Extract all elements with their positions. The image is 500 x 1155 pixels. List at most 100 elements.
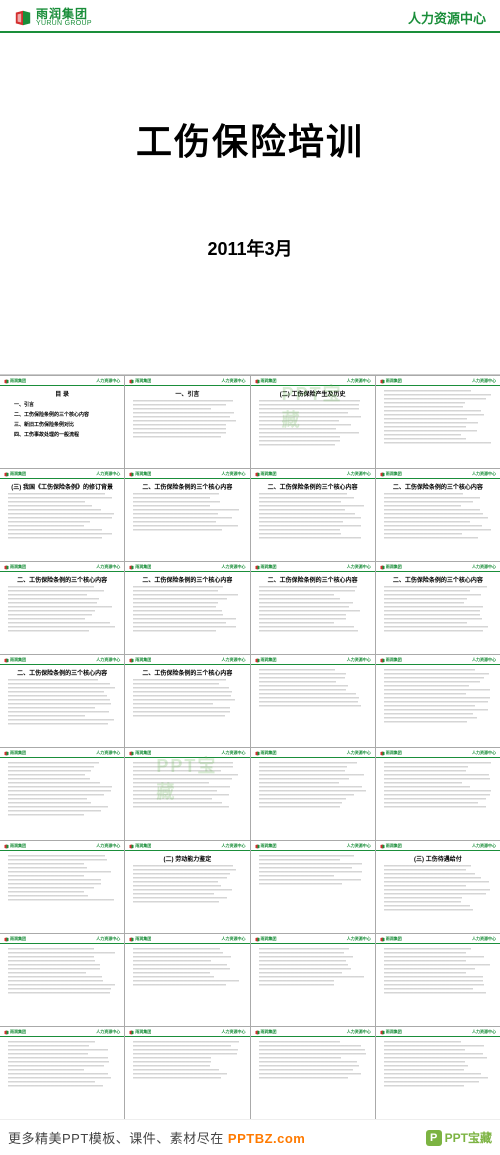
thumb-text-lines <box>382 390 494 445</box>
thumbnail[interactable]: 雨润集团人力资源中心 <box>251 1027 375 1119</box>
thumb-logo: 雨润集团 <box>4 564 26 570</box>
thumb-logo: 雨润集团 <box>129 378 151 384</box>
thumb-hr: 人力资源中心 <box>472 1029 496 1035</box>
thumb-logo-icon <box>4 1030 9 1035</box>
footer-url[interactable]: PPTBZ.com <box>228 1131 305 1146</box>
thumbnail[interactable]: 雨润集团人力资源中心 <box>125 1027 249 1119</box>
thumbnail[interactable]: 雨润集团人力资源中心二、工伤保险条例的三个核心内容 <box>0 655 124 747</box>
thumbnail[interactable]: 雨润集团人力资源中心 <box>0 841 124 933</box>
thumbnail[interactable]: 雨润集团人力资源中心(二) 劳动能力鉴定 <box>125 841 249 933</box>
thumb-header: 雨润集团人力资源中心 <box>125 469 249 479</box>
thumb-logo-icon <box>255 937 260 942</box>
thumb-hr: 人力资源中心 <box>96 657 120 663</box>
thumb-logo-icon <box>129 751 134 756</box>
thumb-title: 二、工伤保险条例的三个核心内容 <box>382 575 494 584</box>
footer-brand[interactable]: P PPT宝藏 <box>426 1129 492 1146</box>
thumb-title: 一、引言 <box>131 389 243 398</box>
thumb-header: 雨润集团人力资源中心 <box>125 1027 249 1037</box>
thumb-logo: 雨润集团 <box>4 843 26 849</box>
thumb-logo-icon <box>4 937 9 942</box>
thumb-logo: 雨润集团 <box>255 564 277 570</box>
thumbnail[interactable]: 雨润集团人力资源中心 <box>0 748 124 840</box>
logo-text-en: YURUN GROUP <box>36 20 92 27</box>
thumb-logo-text: 雨润集团 <box>10 750 26 756</box>
thumb-logo-text: 雨润集团 <box>386 843 402 849</box>
thumb-header: 雨润集团人力资源中心 <box>0 748 124 758</box>
thumbnail[interactable]: 雨润集团人力资源中心 <box>251 748 375 840</box>
thumbnail[interactable]: 雨润集团 人力资源中心一、引言 <box>125 376 249 468</box>
thumb-text-lines <box>6 679 118 726</box>
thumb-title: 二、工伤保险条例的三个核心内容 <box>131 482 243 491</box>
thumbnail[interactable]: 雨润集团人力资源中心(三) 我国《工伤保险条例》的修订背景 <box>0 469 124 561</box>
thumbnail[interactable]: 雨润集团人力资源中心二、工伤保险条例的三个核心内容 <box>125 469 249 561</box>
thumb-text-lines <box>257 669 369 708</box>
slide-header: 雨润集团 YURUN GROUP 人力资源中心 <box>0 0 500 33</box>
thumbnail[interactable]: 雨润集团人力资源中心二、工伤保险条例的三个核心内容 <box>376 469 500 561</box>
thumb-logo-icon <box>129 844 134 849</box>
thumb-text-lines <box>382 948 494 995</box>
thumbnail[interactable]: 雨润集团人力资源中心目 录一、引言二、工伤保险条例的三个核心内容三、新旧工伤保险… <box>0 376 124 468</box>
thumb-hr: 人力资源中心 <box>222 378 246 384</box>
thumb-logo-text: 雨润集团 <box>135 657 151 663</box>
thumb-logo-icon <box>255 565 260 570</box>
thumbnail[interactable]: 雨润集团人力资源中心PPT宝藏 <box>125 748 249 840</box>
thumb-header: 雨润集团人力资源中心 <box>376 841 500 851</box>
thumbnail[interactable]: 雨润集团人力资源中心二、工伤保险条例的三个核心内容 <box>251 562 375 654</box>
thumb-logo: 雨润集团 <box>255 750 277 756</box>
thumb-body <box>251 851 375 890</box>
thumb-logo: 雨润集团 <box>4 378 26 384</box>
thumb-header: 雨润集团人力资源中心 <box>0 1027 124 1037</box>
watermark: PPT宝藏 <box>282 380 344 432</box>
thumb-header: 雨润集团人力资源中心 <box>376 562 500 572</box>
thumbnail[interactable]: 雨润集团人力资源中心二、工伤保险条例的三个核心内容 <box>125 655 249 747</box>
thumb-body: (二) 劳动能力鉴定 <box>125 851 249 908</box>
thumbnail[interactable]: 雨润集团人力资源中心 <box>251 934 375 1026</box>
thumb-logo: 雨润集团 <box>380 936 402 942</box>
thumb-logo-text: 雨润集团 <box>10 657 26 663</box>
p-icon: P <box>426 1130 442 1146</box>
thumb-header: 雨润集团人力资源中心 <box>251 469 375 479</box>
thumb-body: 二、工伤保险条例的三个核心内容 <box>125 479 249 536</box>
thumb-logo-text: 雨润集团 <box>261 471 277 477</box>
thumb-logo-icon <box>380 937 385 942</box>
thumb-text-lines <box>6 762 118 817</box>
thumb-logo: 雨润集团 <box>129 1029 151 1035</box>
thumbnail[interactable]: 雨润集团 人力资源中心 <box>376 1027 500 1119</box>
thumbnail[interactable]: 雨润集团人力资源中心 <box>125 934 249 1026</box>
thumb-logo: 雨润集团 <box>4 750 26 756</box>
thumbnail[interactable]: 雨润集团人力资源中心二、工伤保险条例的三个核心内容 <box>376 562 500 654</box>
thumbnail[interactable]: 雨润集团人力资源中心(二) 工伤保险产生及历史PPT宝藏 <box>251 376 375 468</box>
thumbnail[interactable]: 雨润集团人力资源中心 <box>376 748 500 840</box>
thumb-logo: 雨润集团 <box>4 471 26 477</box>
thumbnail[interactable]: 雨润集团人力资源中心 <box>251 655 375 747</box>
thumb-header: 雨润集团人力资源中心 <box>376 748 500 758</box>
thumb-text-lines <box>131 1041 243 1080</box>
thumb-logo-icon <box>380 658 385 663</box>
thumb-hr: 人力资源中心 <box>472 750 496 756</box>
thumbnail[interactable]: 雨润集团人力资源中心 <box>376 376 500 468</box>
thumbnail[interactable]: 雨润集团人力资源中心二、工伤保险条例的三个核心内容 <box>125 562 249 654</box>
thumbnail[interactable]: 雨润集团人力资源中心二、工伤保险条例的三个核心内容 <box>0 562 124 654</box>
thumbnail[interactable]: 雨润集团人力资源中心 <box>0 934 124 1026</box>
thumb-body: (三) 工伤待遇给付 <box>376 851 500 916</box>
toc-item: 四、工伤事故处理的一般流程 <box>6 431 118 438</box>
thumb-logo-icon <box>4 658 9 663</box>
thumb-logo: 雨润集团 <box>380 1029 402 1035</box>
thumb-logo-text: 雨润集团 <box>386 936 402 942</box>
thumbnail[interactable]: 雨润集团人力资源中心 <box>0 1027 124 1119</box>
thumbnail[interactable]: 雨润集团人力资源中心二、工伤保险条例的三个核心内容 <box>251 469 375 561</box>
hr-center-label: 人力资源中心 <box>408 8 486 27</box>
thumbnail[interactable]: 雨润集团人力资源中心 <box>376 934 500 1026</box>
thumb-logo: 雨润集团 <box>129 843 151 849</box>
thumb-body: 二、工伤保险条例的三个核心内容 <box>376 479 500 544</box>
toc-item: 一、引言 <box>6 401 118 408</box>
thumb-header: 雨润集团人力资源中心 <box>0 841 124 851</box>
thumbnail[interactable]: 雨润集团人力资源中心 <box>251 841 375 933</box>
thumb-header: 雨润集团人力资源中心 <box>251 748 375 758</box>
thumbnail[interactable]: 雨润集团人力资源中心(三) 工伤待遇给付 <box>376 841 500 933</box>
thumb-logo-text: 雨润集团 <box>135 936 151 942</box>
thumb-body: 二、工伤保险条例的三个核心内容 <box>125 572 249 637</box>
thumb-logo: 雨润集团 <box>129 936 151 942</box>
thumbnail[interactable]: 雨润集团人力资源中心 <box>376 655 500 747</box>
thumb-logo-text: 雨润集团 <box>386 657 402 663</box>
